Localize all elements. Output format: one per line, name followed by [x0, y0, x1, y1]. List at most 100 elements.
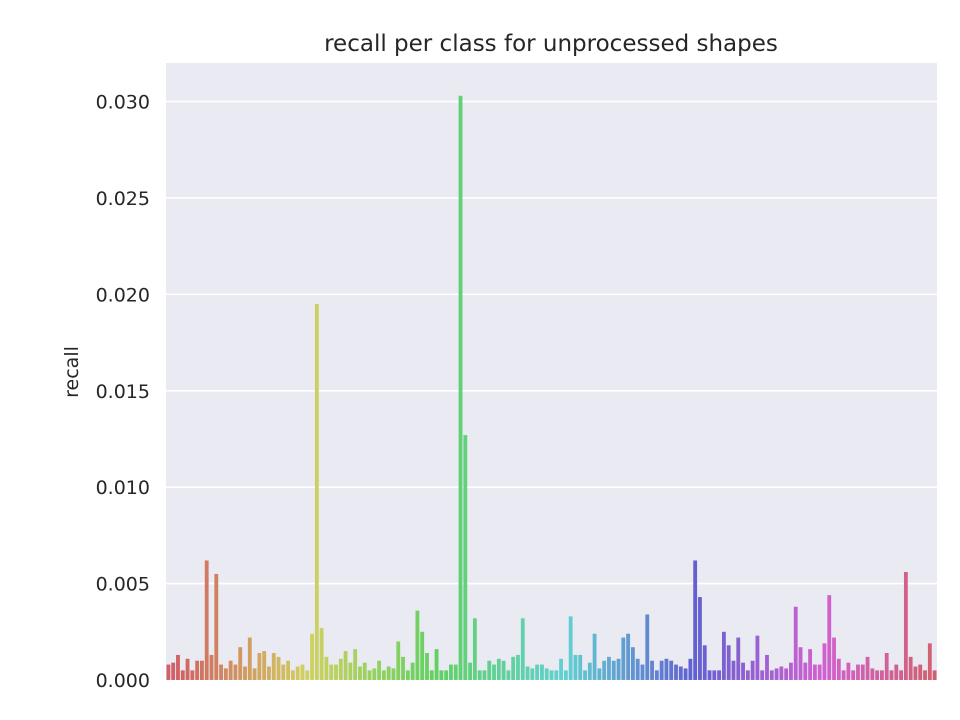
bar — [750, 660, 755, 680]
bar — [415, 610, 420, 680]
bar — [721, 631, 726, 680]
bar — [487, 660, 492, 680]
y-tick-label: 0.020 — [96, 284, 150, 306]
bar — [755, 635, 760, 680]
bar — [932, 670, 937, 680]
bar — [841, 670, 846, 680]
bar — [468, 662, 472, 680]
bar — [793, 606, 798, 680]
bar — [549, 670, 554, 680]
bar — [640, 664, 645, 680]
chart-title: recall per class for unprocessed shapes — [324, 31, 778, 57]
bar — [257, 653, 262, 680]
bar — [654, 670, 659, 680]
bar — [817, 664, 822, 680]
y-tick-labels: 0.000 0.005 0.010 0.015 0.020 0.025 0.030 — [96, 92, 150, 692]
bar — [391, 668, 396, 680]
bar — [568, 616, 573, 680]
bar — [621, 637, 626, 680]
bar — [171, 662, 176, 680]
bar — [827, 595, 832, 680]
bar — [674, 664, 678, 680]
bar — [860, 664, 865, 680]
bar — [865, 656, 870, 680]
bar — [286, 660, 291, 680]
bar — [267, 666, 271, 680]
bar — [650, 660, 654, 680]
bar — [774, 668, 779, 680]
bar — [520, 618, 525, 680]
bar — [664, 658, 669, 680]
bar — [923, 670, 927, 680]
bar — [702, 645, 707, 680]
bar — [578, 654, 583, 680]
y-tick-label: 0.005 — [96, 574, 150, 596]
bar — [166, 664, 171, 680]
bar — [836, 658, 841, 680]
bar — [798, 647, 803, 680]
bar — [803, 662, 808, 680]
bar — [319, 627, 324, 680]
bar — [607, 656, 611, 680]
bar — [698, 597, 702, 680]
bar — [822, 643, 827, 680]
bar — [889, 670, 894, 680]
bar — [875, 670, 880, 680]
bar — [712, 670, 717, 680]
bar — [880, 670, 884, 680]
bar — [295, 666, 300, 680]
bar — [219, 664, 223, 680]
bar — [200, 660, 204, 680]
bar — [281, 664, 286, 680]
bar — [338, 658, 343, 680]
bar — [271, 653, 276, 680]
plot-area — [166, 63, 937, 680]
bar — [401, 656, 405, 680]
bar — [262, 651, 267, 680]
bar — [334, 664, 338, 680]
y-tick-label: 0.030 — [96, 92, 150, 114]
bar — [410, 662, 415, 680]
bar — [310, 633, 314, 680]
bar — [669, 660, 674, 680]
bar — [678, 666, 683, 680]
y-axis-label: recall — [61, 346, 83, 398]
bar — [765, 654, 769, 680]
bar — [482, 670, 487, 680]
bar — [731, 660, 736, 680]
bar — [362, 662, 367, 680]
y-tick-label: 0.025 — [96, 188, 150, 210]
bar — [563, 670, 568, 680]
bar — [635, 658, 640, 680]
bar — [314, 304, 319, 680]
bar — [726, 645, 731, 680]
bar — [894, 664, 899, 680]
bar — [511, 656, 516, 680]
bar — [386, 666, 391, 680]
bar — [741, 662, 745, 680]
y-tick-label: 0.015 — [96, 381, 150, 403]
bar — [784, 668, 789, 680]
bar — [913, 666, 918, 680]
bar — [683, 668, 688, 680]
bar — [779, 666, 784, 680]
bar — [324, 656, 329, 680]
bar — [506, 670, 511, 680]
bar — [745, 670, 750, 680]
bar — [927, 643, 932, 680]
bar — [300, 664, 305, 680]
bar — [367, 670, 372, 680]
bar — [832, 637, 836, 680]
bar — [209, 654, 214, 680]
bar — [760, 670, 765, 680]
bar — [444, 670, 449, 680]
bar — [573, 654, 578, 680]
bar — [343, 651, 348, 680]
bar — [276, 656, 281, 680]
bar — [492, 664, 496, 680]
bar — [645, 614, 650, 680]
bar — [228, 660, 233, 680]
bar — [544, 668, 549, 680]
bar — [243, 666, 247, 680]
